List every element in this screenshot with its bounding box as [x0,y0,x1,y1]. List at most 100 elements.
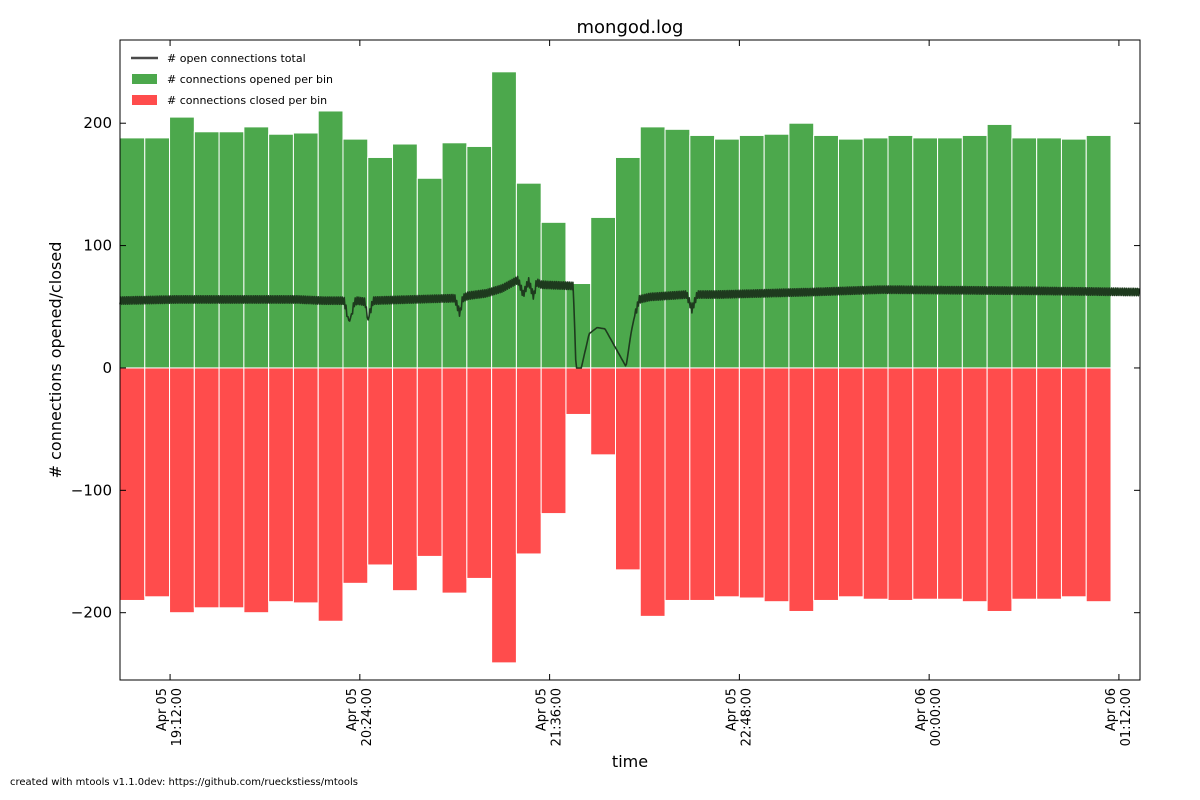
bar-opened-28 [813,134,839,369]
y-axis-label: # connections opened/closed [46,242,65,479]
bar-closed-5 [243,367,270,614]
plot-frame [119,39,1141,681]
bar-opened-33 [937,137,963,369]
bar-closed-38 [1060,367,1087,598]
x-tick-time: 21:36:00 [550,688,565,746]
bar-closed-20 [615,367,641,571]
y-tick-label: 200 [83,114,112,132]
bar-opened-2 [169,116,195,369]
bar-closed-22 [664,367,691,601]
bar-opened-38 [1060,138,1087,369]
x-tick-label-group: Apr 06 00:00:00 [914,688,944,746]
bar-closed-7 [292,367,319,604]
bar-opened-35 [986,123,1013,369]
x-tick-time: 22:48:00 [739,688,754,746]
x-tick-date: Apr 05 [155,688,170,731]
bars-group [119,71,1112,664]
bar-opened-29 [837,138,864,369]
legend-swatch-patch [132,74,157,84]
bar-opened-8 [317,110,344,369]
legend: # open connections total # connections op… [131,52,333,107]
bar-opened-3 [193,131,220,369]
bar-closed-29 [837,367,864,598]
footer-credit: created with mtools v1.1.0dev: https://g… [10,777,358,788]
bar-opened-21 [639,126,666,369]
bar-opened-11 [392,143,418,369]
x-tick-time: 20:24:00 [360,688,375,746]
legend-label: # open connections total [167,52,306,65]
bar-opened-14 [466,145,493,369]
bar-opened-32 [912,137,939,369]
bar-opened-15 [491,71,517,369]
x-tick-time: 00:00:00 [929,688,944,746]
bar-opened-22 [664,128,691,369]
x-tick-label-group: Apr 06 01:12:00 [1104,688,1134,746]
bar-opened-36 [1011,137,1038,369]
bar-opened-9 [342,138,369,369]
x-tick-time: 19:12:00 [170,688,185,746]
x-axis-label: time [612,752,648,771]
bar-closed-16 [515,367,542,555]
x-tick-date: Apr 06 [1104,688,1119,731]
bar-closed-35 [986,367,1013,612]
x-tick-date: Apr 06 [914,688,929,731]
bar-opened-18 [565,283,592,369]
bar-closed-32 [912,367,939,600]
bar-opened-17 [540,221,567,369]
bar-opened-23 [689,134,716,369]
bar-closed-17 [540,367,567,515]
bar-closed-14 [466,367,493,579]
bar-opened-39 [1085,134,1112,369]
bar-closed-21 [639,367,666,617]
bar-closed-37 [1036,367,1062,600]
x-tick-date: Apr 05 [535,688,550,731]
bar-closed-10 [367,367,394,566]
bar-opened-20 [615,156,641,369]
x-tick-label-group: Apr 05 22:48:00 [724,688,754,746]
bar-opened-1 [144,137,171,369]
bar-opened-13 [441,142,468,369]
bar-closed-8 [317,367,344,622]
chart-title: mongod.log [577,17,684,38]
bar-opened-24 [714,138,740,369]
x-tick-date: Apr 05 [345,688,360,731]
bar-closed-13 [441,367,468,594]
bar-opened-6 [268,133,294,369]
x-tick-time: 01:12:00 [1119,688,1134,746]
bar-closed-39 [1085,367,1112,603]
legend-label: # connections opened per bin [167,73,333,86]
bar-closed-6 [268,367,294,603]
bar-opened-4 [218,131,245,369]
bar-closed-34 [961,367,988,603]
bar-closed-3 [193,367,220,609]
bar-opened-19 [590,216,617,369]
bar-opened-30 [862,137,889,369]
bar-closed-31 [887,367,914,601]
x-tick-label-group: Apr 05 21:36:00 [535,688,565,746]
bar-closed-30 [862,367,889,600]
bar-opened-5 [243,126,270,369]
bar-opened-10 [367,156,394,369]
bar-closed-12 [416,367,443,557]
legend-label: # connections closed per bin [167,94,327,107]
bar-closed-9 [342,367,369,584]
y-tick-label: −100 [71,481,112,499]
x-tick-label-group: Apr 05 19:12:00 [155,688,185,746]
bar-opened-27 [788,122,815,369]
bar-opened-26 [763,133,790,369]
bar-closed-18 [565,367,592,415]
bar-opened-0 [119,137,146,369]
x-tick-label-group: Apr 05 20:24:00 [345,688,375,746]
x-tick-date: Apr 05 [724,688,739,731]
bar-closed-15 [491,367,517,664]
bar-opened-12 [416,177,443,369]
bar-opened-16 [515,182,542,369]
bar-opened-7 [292,132,319,369]
bar-closed-1 [144,367,171,598]
bar-opened-25 [738,134,765,369]
legend-swatch-patch [132,95,157,105]
bar-closed-4 [218,367,245,609]
open-connections-line [119,275,1141,369]
